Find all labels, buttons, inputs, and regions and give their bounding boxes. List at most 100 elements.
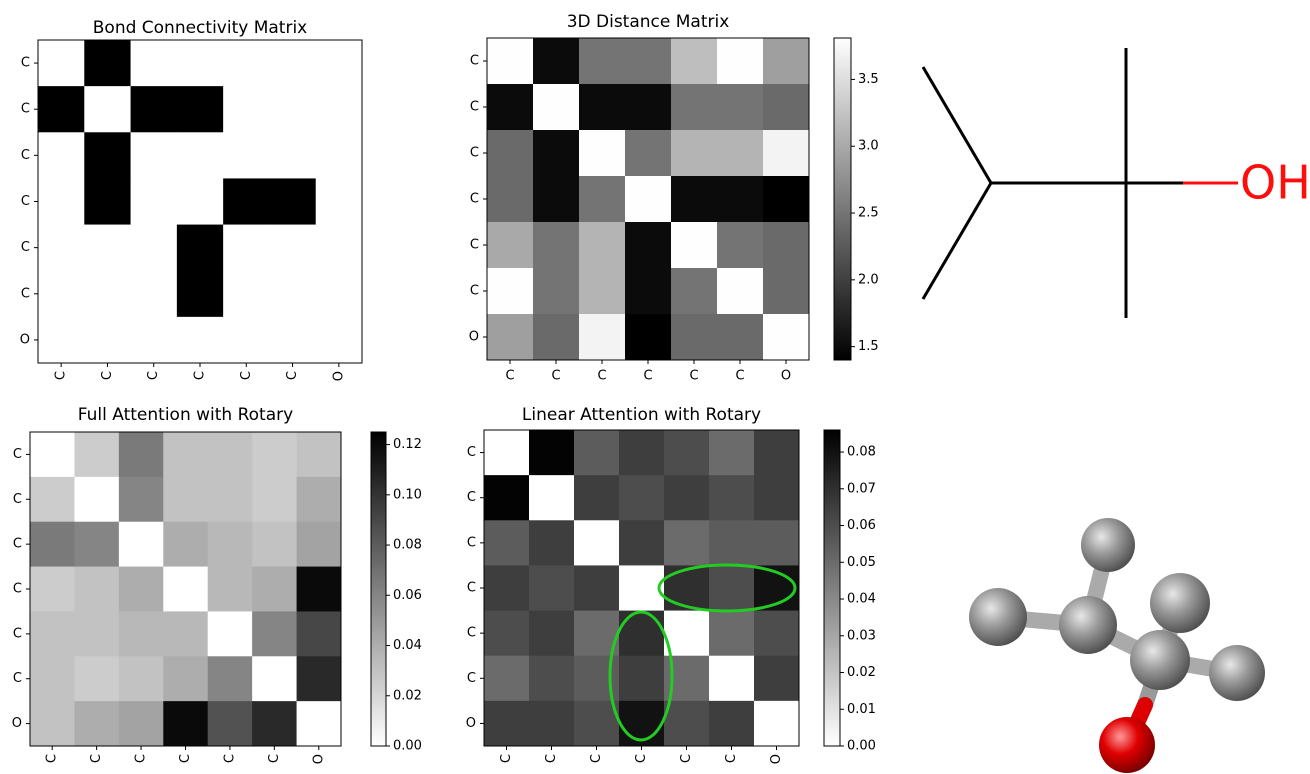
heatmap-cell — [177, 225, 224, 272]
heatmap-cell — [38, 271, 85, 318]
heatmap-cell — [625, 38, 672, 85]
heatmap-cell — [625, 84, 672, 131]
heatmap-cell — [223, 225, 270, 272]
heatmap-cell — [38, 132, 85, 179]
heatmap-cell — [484, 611, 530, 657]
heatmap-cell — [316, 178, 363, 225]
heatmap-cell — [177, 178, 224, 225]
heatmap-cell — [671, 84, 718, 131]
heatmap-cell — [709, 565, 755, 611]
y-tick-label: C — [21, 194, 30, 209]
x-tick-label: C — [146, 371, 161, 380]
x-tick-label: C — [735, 369, 744, 384]
heatmap-cell — [487, 84, 534, 131]
heatmap-cell — [84, 178, 131, 225]
x-tick-label: C — [551, 369, 560, 384]
heatmap-cell — [574, 430, 620, 476]
heatmap-cell — [252, 611, 297, 656]
y-tick-label: C — [470, 238, 479, 253]
heatmap-cell — [297, 522, 342, 567]
heatmap-cell — [664, 430, 710, 476]
heatmap-cell — [74, 477, 119, 522]
heatmap-cell — [252, 701, 297, 746]
heatmap-cell — [119, 611, 164, 656]
heatmap-cell — [619, 430, 665, 476]
x-tick-label: C — [589, 754, 604, 763]
y-tick-label: C — [13, 537, 22, 552]
heatmap-cell — [671, 130, 718, 177]
heatmap-cell — [533, 176, 580, 223]
y-tick-label: O — [20, 332, 30, 347]
heatmap-cell — [619, 475, 665, 521]
heatmap-cell — [671, 314, 718, 361]
y-tick-label: C — [467, 535, 476, 550]
y-tick-label: C — [467, 581, 476, 596]
heatmap-cell — [529, 565, 575, 611]
chart-title: 3D Distance Matrix — [567, 12, 730, 32]
heatmap-cell — [574, 475, 620, 521]
heatmap-cell — [177, 86, 224, 133]
page: {"chart_data": [ {"type": "heatmap", "ti… — [0, 0, 1310, 774]
heatmap-cell — [316, 225, 363, 272]
y-tick-label: C — [21, 286, 30, 301]
y-tick-label: C — [13, 671, 22, 686]
heatmap-cell — [717, 222, 764, 269]
heatmap-cell — [316, 132, 363, 179]
chart-title: Full Attention with Rotary — [78, 405, 293, 425]
x-tick-label: C — [285, 371, 300, 380]
heatmap-cell — [533, 38, 580, 85]
heatmap-cell — [763, 130, 810, 177]
heatmap-cell — [754, 430, 800, 476]
plots: Bond Connectivity MatrixCCCCCCCCCCCCOO3D… — [12, 12, 879, 764]
heatmap-cell — [223, 178, 270, 225]
y-tick-label: O — [12, 716, 22, 731]
colorbar-tick-label: 0.00 — [393, 739, 422, 754]
y-tick-label: C — [21, 56, 30, 71]
x-tick-label: C — [634, 754, 649, 763]
heatmap-cell — [709, 520, 755, 566]
chart-title: Linear Attention with Rotary — [522, 405, 761, 425]
heatmap-cell — [533, 314, 580, 361]
x-tick-label: C — [724, 754, 739, 763]
heatmap-cell — [763, 38, 810, 85]
x-tick-label: C — [178, 754, 193, 763]
heatmap-cell — [763, 222, 810, 269]
heatmap-cell — [74, 611, 119, 656]
colorbar-tick-label: 0.01 — [847, 702, 876, 717]
heatmap-cell — [529, 475, 575, 521]
heatmap-cell — [574, 520, 620, 566]
heatmap-cell — [177, 132, 224, 179]
heatmap-cell — [30, 611, 75, 656]
heatmap-cell — [484, 565, 530, 611]
heatmap-cell — [619, 611, 665, 657]
heatmap-cell — [269, 86, 316, 133]
heatmap-cell — [484, 656, 530, 702]
heatmap-cell — [297, 656, 342, 701]
heatmap-cell — [316, 40, 363, 87]
heatmap-cell — [717, 176, 764, 223]
heatmap-cell — [208, 477, 253, 522]
heatmap-cell — [38, 178, 85, 225]
x-tick-label: C — [134, 754, 149, 763]
heatmap-cell — [754, 656, 800, 702]
x-tick-label: C — [499, 754, 514, 763]
y-tick-label: C — [470, 284, 479, 299]
colorbar-tick-label: 0.02 — [393, 688, 422, 703]
colorbar-tick-label: 0.00 — [847, 739, 876, 754]
heatmap-cell — [223, 271, 270, 318]
heatmap-cell — [269, 271, 316, 318]
colorbar — [824, 430, 840, 746]
heatmap-cell — [163, 656, 208, 701]
heatmap-cell — [74, 432, 119, 477]
heatmap-cell — [131, 132, 178, 179]
y-tick-label: C — [467, 445, 476, 460]
heatmap-cell — [119, 522, 164, 567]
colorbar — [834, 38, 851, 360]
molecule-3d — [969, 518, 1265, 773]
x-tick-label: O — [331, 371, 346, 381]
heatmap-cell — [269, 178, 316, 225]
heatmap-cell — [252, 432, 297, 477]
x-tick-label: C — [89, 754, 104, 763]
heatmap-cell — [671, 38, 718, 85]
heatmap-cell — [671, 268, 718, 315]
